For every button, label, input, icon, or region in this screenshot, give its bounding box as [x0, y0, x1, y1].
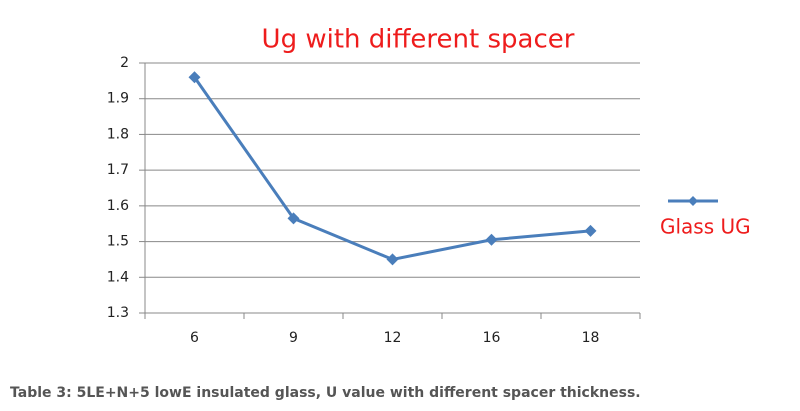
y-tick-label: 1.9	[107, 91, 129, 107]
point	[188, 71, 201, 84]
x-tick-label: 9	[289, 330, 298, 346]
legend-label: Glass UG	[660, 215, 751, 239]
point	[485, 233, 498, 246]
y-tick-label: 1.8	[107, 126, 129, 142]
legend-marker	[688, 196, 698, 206]
x-tick-label: 18	[582, 330, 600, 346]
y-tick-label: 2	[120, 55, 129, 71]
caption: Table 3: 5LE+N+5 lowE insulated glass, U…	[10, 385, 641, 401]
x-tick-label: 6	[190, 330, 199, 346]
y-tick-label: 1.4	[107, 269, 129, 285]
y-tick-label: 1.5	[107, 234, 129, 250]
point	[584, 224, 597, 237]
point	[287, 212, 300, 225]
x-tick-label: 16	[483, 330, 501, 346]
y-tick-label: 1.7	[107, 162, 129, 178]
chart-title: Ug with different spacer	[262, 25, 575, 55]
y-tick-label: 1.6	[107, 198, 129, 214]
x-tick-label: 12	[384, 330, 402, 346]
point	[386, 253, 399, 266]
chart: Ug with different spacer 1.3 1.4 1.5 1.6 1.7…	[107, 25, 751, 347]
y-tick-label: 1.3	[107, 305, 129, 321]
series-line	[193, 76, 591, 261]
